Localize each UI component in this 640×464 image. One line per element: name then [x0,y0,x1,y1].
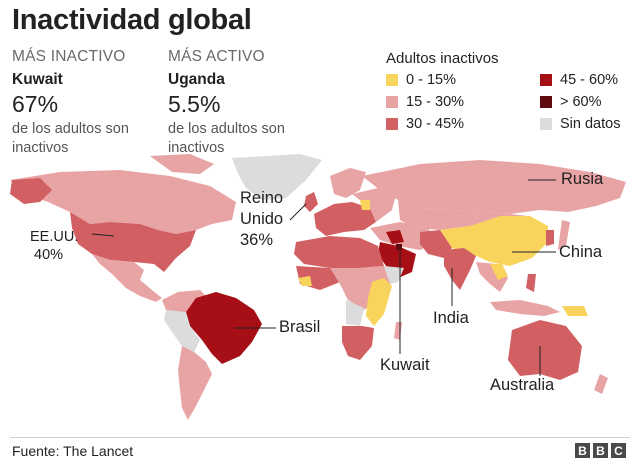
page-title: Inactividad global [12,4,252,36]
most-inactive-panel: MÁS INACTIVO Kuwait 67% de los adultos s… [12,48,162,158]
mexico [92,254,162,302]
label-china: China [559,243,603,261]
label-uk-line2: Unido [240,210,284,228]
most-active-heading: MÁS ACTIVO [168,48,265,65]
most-inactive-desc-line2: inactivos [12,140,69,156]
uk [304,192,318,212]
legend-swatch [540,118,552,130]
label-india: India [433,309,469,327]
bbc-logo: B B C [575,443,626,458]
scandinavia [330,168,366,198]
legend-label: 45 - 60% [560,72,619,88]
india [444,248,476,290]
west-africa-yellow [298,276,312,286]
iraq [386,230,404,244]
indonesia [490,300,560,316]
callout-line-uk [289,203,307,221]
horn-africa [384,266,404,284]
label-uk-line1: Reino [240,189,284,207]
legend-swatch [386,118,398,130]
usa [70,212,196,272]
most-inactive-desc-line1: de los adultos son [12,121,129,137]
europe-yellow [360,200,370,210]
legend-item-no-data: Sin datos [540,116,620,132]
new-zealand [594,374,608,394]
label-uk: Reino Unido 36% [240,188,283,251]
papua [562,306,588,316]
southern-africa [342,326,374,360]
legend-swatch [540,74,552,86]
most-active-desc-line2: inactivos [168,140,225,156]
legend-label: 15 - 30% [406,94,465,110]
mongolia [470,212,528,226]
label-uk-value: 36% [240,231,274,249]
central-asia [398,200,480,230]
callout-line-usa [91,233,115,237]
legend-label: > 60% [560,94,602,110]
footer-divider [10,437,630,438]
bbc-logo-letter: C [611,443,626,458]
most-inactive-country: Kuwait [12,71,63,88]
legend-label: 30 - 45% [406,116,465,132]
bbc-logo-letter: B [593,443,608,458]
kuwait [396,244,402,250]
europe-east [352,188,396,222]
label-brazil: Brasil [279,318,321,336]
alaska [10,178,52,204]
madagascar [394,322,402,340]
brazil [186,292,262,364]
label-usa-value: 40% [34,247,64,263]
legend-title: Adultos inactivos [386,50,499,67]
peru-bolivia [164,310,200,352]
east-africa-yellow [366,278,392,326]
most-active-country: Uganda [168,71,225,88]
most-active-value: 5.5% [168,91,221,117]
world-map [10,154,626,420]
china [440,216,548,266]
australia [508,320,582,380]
russia [362,160,626,214]
label-usa-name: EE.UU. [30,229,79,245]
legend-label: 0 - 15% [406,72,456,88]
europe-west [314,202,376,236]
most-inactive-value: 67% [12,91,59,117]
korea [546,230,554,246]
legend-item-45-60: 45 - 60% [540,72,618,88]
central-africa-gray [346,300,364,326]
legend-swatch [386,96,398,108]
most-inactive-heading: MÁS INACTIVO [12,48,126,65]
source-note: Fuente: The Lancet [12,443,134,459]
turkey-iran [370,222,436,250]
most-active-desc-line1: de los adultos son [168,121,285,137]
legend-swatch [540,96,552,108]
most-active-panel: MÁS ACTIVO Uganda 5.5% de los adultos so… [168,48,318,158]
chile-argentina [178,346,212,420]
legend-swatch [386,74,398,86]
indochina-yellow [490,264,508,280]
legend-item-15-30: 15 - 30% [386,94,464,110]
greenland [232,154,322,200]
bbc-logo-letter: B [575,443,590,458]
legend-item-0-15: 0 - 15% [386,72,456,88]
legend-item-over-60: > 60% [540,94,602,110]
label-australia: Australia [490,376,555,394]
legend-label: Sin datos [560,116,621,132]
north-africa [294,236,384,268]
legend-item-30-45: 30 - 45% [386,116,464,132]
philippines [526,274,536,292]
canada-islands [150,154,214,174]
canada [10,170,236,234]
label-russia: Rusia [561,170,604,188]
label-usa: EE.UU. 40% [30,228,78,264]
japan [558,220,570,250]
saudi-arabia [378,242,416,278]
label-kuwait: Kuwait [380,356,430,374]
